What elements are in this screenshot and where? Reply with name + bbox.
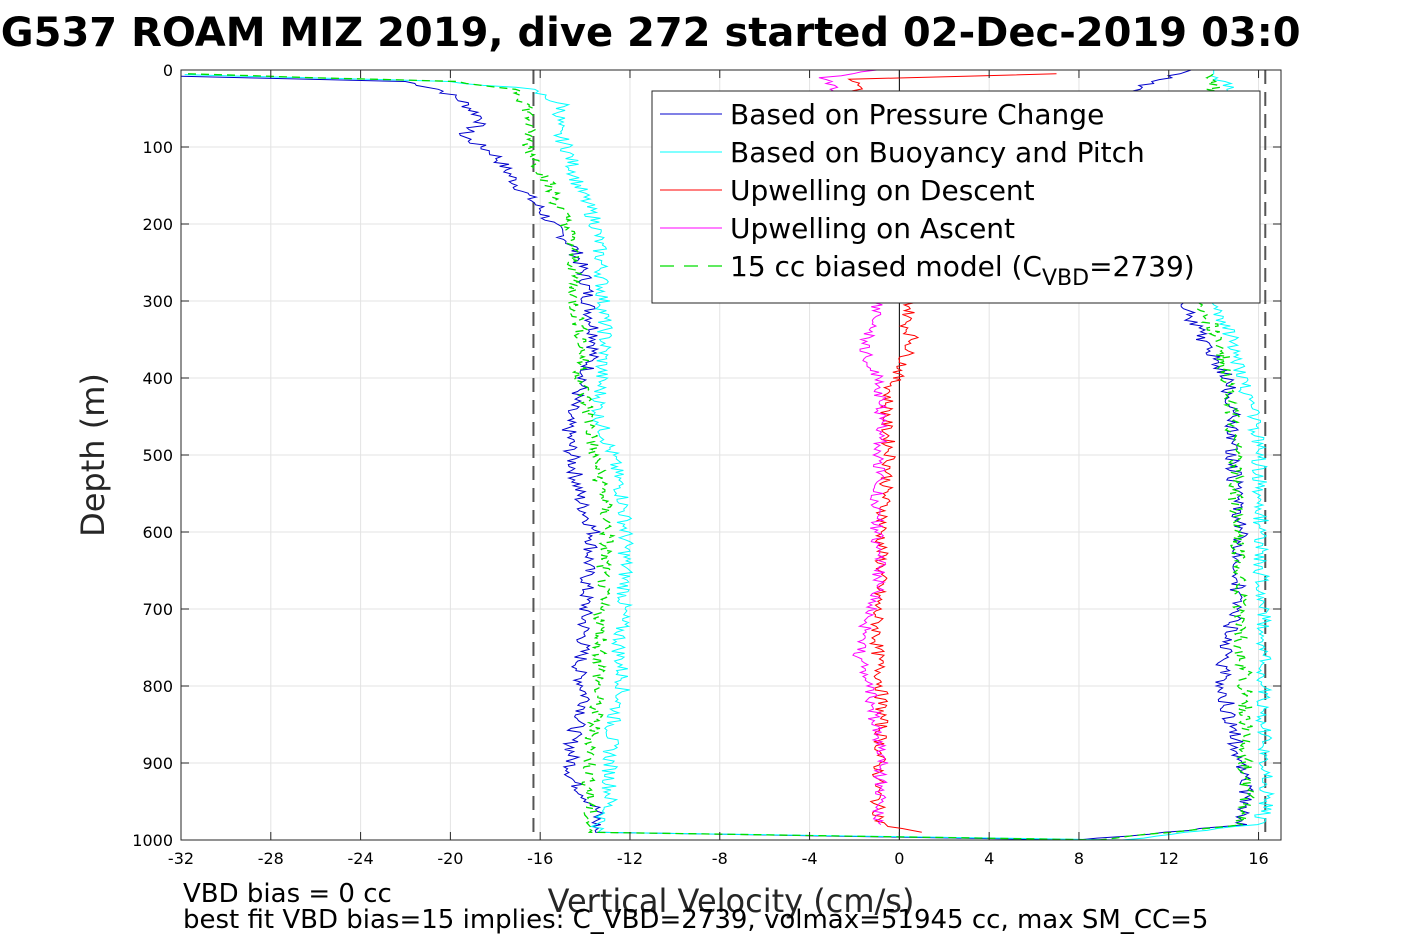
y-tick-label-7: 700 bbox=[142, 600, 173, 619]
y-tick-label-8: 800 bbox=[142, 677, 173, 696]
chart-title: SG537 ROAM MIZ 2019, dive 272 started 02… bbox=[0, 10, 1301, 56]
x-tick-label-4: -16 bbox=[527, 849, 553, 868]
x-tick-label-7: -4 bbox=[802, 849, 818, 868]
x-tick-label-6: -8 bbox=[712, 849, 728, 868]
y-tick-label-5: 500 bbox=[142, 446, 173, 465]
y-ticks: 0 100 200 300 400 500 600 700 800 900 1000 bbox=[132, 61, 1281, 850]
annotation-vbd-bias: VBD bias = 0 cc bbox=[183, 879, 392, 909]
x-tick-label-9: 4 bbox=[984, 849, 994, 868]
y-tick-label-3: 300 bbox=[142, 292, 173, 311]
legend-box bbox=[651, 90, 1261, 304]
legend-label-0: Based on Pressure Change bbox=[730, 98, 1104, 131]
x-tick-label-5: -12 bbox=[617, 849, 643, 868]
x-tick-label-2: -24 bbox=[348, 849, 374, 868]
legend-label-2: Upwelling on Descent bbox=[730, 174, 1035, 207]
y-tick-label-10: 1000 bbox=[132, 831, 173, 850]
legend: Based on Pressure Change Based on Buoyanc… bbox=[651, 90, 1261, 304]
y-tick-label-6: 600 bbox=[142, 523, 173, 542]
x-tick-label-8: 0 bbox=[894, 849, 904, 868]
x-tick-label-12: 16 bbox=[1248, 849, 1268, 868]
y-tick-label-4: 400 bbox=[142, 369, 173, 388]
legend-label-1: Based on Buoyancy and Pitch bbox=[730, 136, 1145, 169]
y-tick-label-1: 100 bbox=[142, 138, 173, 157]
y-tick-label-2: 200 bbox=[142, 215, 173, 234]
x-tick-label-3: -20 bbox=[437, 849, 463, 868]
x-tick-label-1: -28 bbox=[258, 849, 284, 868]
y-axis-label: Depth (m) bbox=[74, 373, 112, 537]
x-axis-label: Vertical Velocity (cm/s) bbox=[548, 882, 915, 920]
x-tick-label-10: 8 bbox=[1074, 849, 1084, 868]
series-line-1-0 bbox=[184, 74, 1124, 840]
x-tick-label-11: 12 bbox=[1159, 849, 1179, 868]
x-tick-label-0: -32 bbox=[168, 849, 194, 868]
series-line-4-0 bbox=[187, 73, 1102, 840]
y-tick-label-9: 900 bbox=[142, 754, 173, 773]
y-tick-label-0: 0 bbox=[163, 61, 173, 80]
x-ticks: -32 -28 -24 -20 -16 -12 -8 -4 0 4 8 12 16 bbox=[168, 70, 1269, 868]
annotation-best-fit: best fit VBD bias=15 implies: C_VBD=2739… bbox=[183, 905, 1208, 935]
legend-label-3: Upwelling on Ascent bbox=[730, 212, 1015, 245]
series-line-0-0 bbox=[181, 75, 1080, 840]
